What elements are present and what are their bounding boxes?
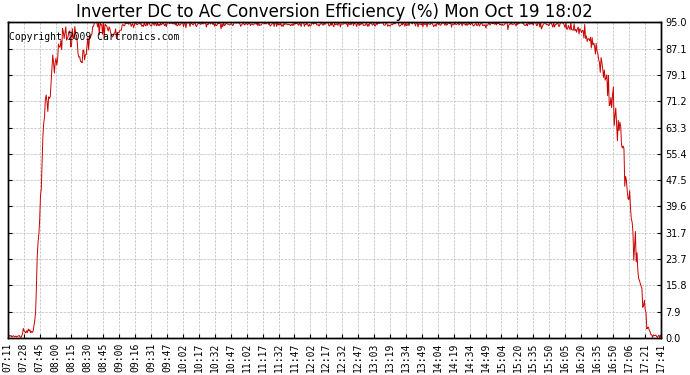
Title: Inverter DC to AC Conversion Efficiency (%) Mon Oct 19 18:02: Inverter DC to AC Conversion Efficiency … [76,3,593,21]
Text: Copyright 2009 Cartronics.com: Copyright 2009 Cartronics.com [9,32,179,42]
